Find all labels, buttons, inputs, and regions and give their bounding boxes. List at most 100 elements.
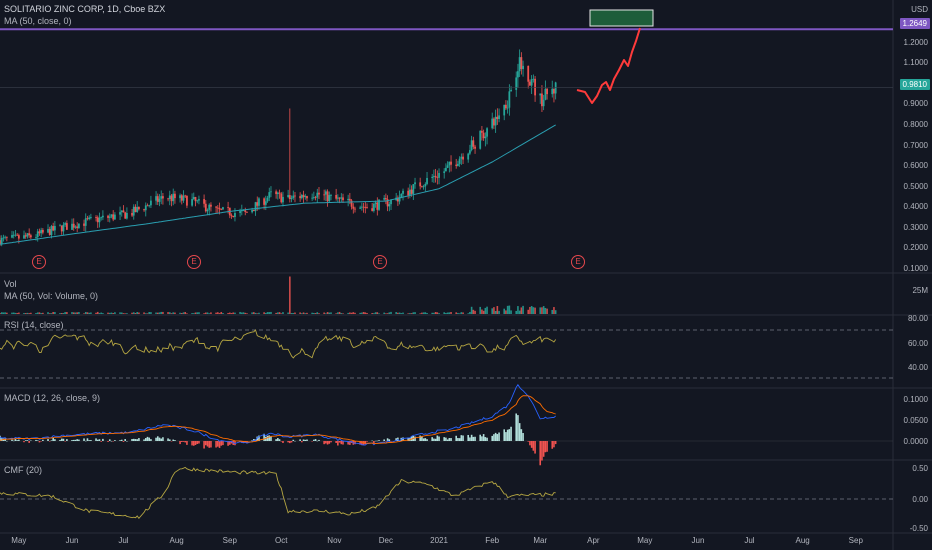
volume-bar (194, 312, 197, 314)
macd-histogram-bar (222, 441, 224, 446)
candle-body (336, 197, 339, 199)
volume-bar (419, 313, 421, 314)
macd-histogram-bar (83, 438, 85, 441)
macd-histogram-bar (388, 439, 391, 441)
macd-histogram-bar (460, 435, 463, 441)
macd-histogram-bar (328, 441, 331, 444)
macd-histogram-bar (450, 438, 452, 441)
volume-bar (132, 312, 135, 314)
candle-body (17, 235, 20, 239)
macd-histogram-bar (168, 439, 171, 441)
candle-body (150, 200, 152, 206)
cmf-pane (0, 466, 893, 520)
target-box (589, 9, 654, 27)
volume-bar (527, 309, 530, 314)
candle-body (246, 211, 248, 213)
candle-body (432, 175, 435, 177)
macd-histogram-bar (493, 434, 495, 441)
macd-histogram-bar (378, 440, 380, 441)
macd-histogram-bar (18, 439, 20, 441)
macd-histogram-bar (194, 441, 197, 446)
earnings-marker[interactable]: E (571, 255, 585, 269)
volume-bar (450, 312, 452, 314)
macd-histogram-bar (76, 439, 78, 441)
volume-bar (517, 306, 519, 314)
volume-bar (184, 312, 187, 314)
candle-body (280, 193, 283, 203)
macd-histogram-bar (172, 439, 175, 441)
candle-body (445, 167, 447, 172)
candle-body (383, 198, 386, 200)
macd-histogram-bar (338, 441, 341, 443)
macd-histogram-bar (126, 440, 128, 442)
volume-bar (126, 313, 128, 314)
volume-bar (290, 313, 293, 314)
volume-bar (71, 312, 73, 314)
macd-histogram-bar (124, 439, 126, 441)
macd-histogram-bar (491, 435, 494, 441)
volume-bar (4, 312, 6, 314)
volume-bar (409, 313, 411, 314)
macd-histogram-bar (196, 441, 199, 444)
volume-bar (498, 310, 500, 314)
time-tick-label: Jun (691, 536, 705, 545)
candle-body (88, 217, 91, 220)
candle-body (108, 216, 111, 218)
macd-histogram-bar (74, 439, 77, 441)
volume-bar (14, 312, 17, 314)
earnings-marker[interactable]: E (32, 255, 46, 269)
macd-histogram-bar (148, 437, 151, 441)
volume-bar (469, 311, 471, 314)
macd-histogram-bar (210, 441, 212, 448)
volume-bar (278, 312, 281, 314)
macd-histogram-bar (138, 438, 140, 441)
volume-bar (352, 312, 355, 314)
macd-histogram-bar (263, 433, 265, 441)
macd-histogram-bar (72, 439, 75, 441)
macd-histogram-bar (522, 433, 524, 441)
macd-histogram-bar (301, 441, 303, 443)
price-tick-label: 0.9000 (903, 99, 928, 109)
earnings-marker[interactable]: E (187, 255, 201, 269)
candle-body (539, 93, 542, 96)
macd-histogram-bar (48, 441, 51, 442)
volume-bar (168, 312, 171, 314)
volume-bar (361, 312, 363, 314)
candle-body (520, 57, 523, 70)
volume-bar (258, 312, 260, 314)
time-tick-label: Jul (744, 536, 755, 545)
volume-bar (227, 312, 229, 314)
volume-bar (364, 312, 367, 314)
candle-body (215, 206, 217, 208)
macd-histogram-bar (515, 413, 518, 441)
volume-bar (398, 312, 401, 314)
candle-body (527, 65, 530, 82)
volume-bar (347, 312, 349, 314)
candle-body (338, 197, 341, 199)
volume-bar (186, 313, 188, 314)
candle-body (431, 176, 434, 178)
volume-bar (119, 312, 121, 314)
candle-body (254, 202, 257, 212)
earnings-marker[interactable]: E (373, 255, 387, 269)
volume-bar (160, 311, 163, 314)
macd-histogram-bar (354, 441, 356, 445)
volume-bar (491, 308, 494, 314)
rsi-tick: 60.00 (907, 339, 928, 348)
volume-bar (251, 312, 253, 314)
price-tick-label: 1.1000 (903, 58, 928, 68)
candle-body (354, 208, 356, 210)
candle-body (192, 197, 195, 200)
volume-bar (424, 312, 427, 314)
candle-body (469, 150, 471, 154)
candle-body (210, 204, 212, 207)
price-tick-label: 0.8000 (903, 119, 928, 129)
volume-bar (390, 311, 392, 314)
volume-bar (359, 312, 361, 314)
macd-histogram-bar (474, 436, 476, 441)
macd-histogram-bar (35, 439, 37, 441)
rsi-title: RSI (14, close) (4, 320, 64, 330)
time-tick-label: Apr (587, 536, 600, 545)
volume-bar (30, 312, 32, 314)
